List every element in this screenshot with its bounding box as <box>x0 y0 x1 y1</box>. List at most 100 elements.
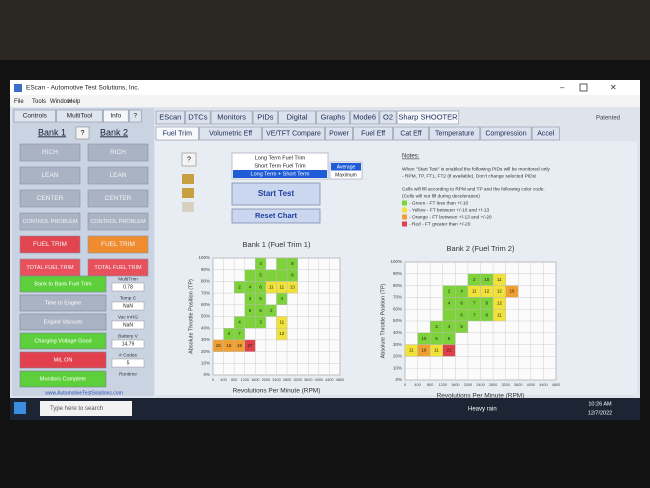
subtabs-tab-label[interactable]: VE/TFT Compare <box>266 130 321 137</box>
left-tab-label[interactable]: MultiTool <box>67 113 93 120</box>
subtabs-tab-label[interactable]: Compression <box>485 130 526 137</box>
x-tick-label: 4000 <box>527 383 535 387</box>
legend-swatch <box>402 214 407 220</box>
cell-value: 6 <box>460 312 463 317</box>
status-label[interactable]: Time to Engine <box>45 300 82 306</box>
status-label[interactable]: Charging Voltage Good <box>34 338 91 344</box>
tabs-tab-label[interactable]: Graphs <box>321 112 346 121</box>
tabs-tab-label[interactable]: Digital <box>287 112 308 121</box>
left-tab[interactable] <box>56 109 103 123</box>
subtabs-tab[interactable] <box>325 126 354 141</box>
left-tab-label[interactable]: ? <box>133 113 137 120</box>
start-test-label[interactable]: Start Test <box>258 189 295 198</box>
mode-option[interactable]: Long Term Fuel Trim <box>255 155 306 161</box>
subtabs-tab[interactable] <box>199 126 262 141</box>
bank1-header: Bank 1 <box>38 127 66 137</box>
tabs-tab[interactable] <box>210 110 253 125</box>
left-tab-label[interactable]: Info <box>110 113 121 120</box>
tabs-tab-label[interactable]: PIDs <box>257 112 274 121</box>
start-test-button[interactable] <box>231 182 321 206</box>
cell-value: 2 <box>473 277 476 282</box>
status-label[interactable]: Bank to Bank Fuel Trim <box>34 281 92 287</box>
y-axis-label: Absolute Throttle Position (TP) <box>188 279 194 354</box>
legend-swatch <box>402 221 407 227</box>
left-tab[interactable] <box>13 109 56 123</box>
x-tick-label: 2400 <box>272 378 280 382</box>
help-label[interactable]: ? <box>81 130 85 137</box>
status-value: 5 <box>127 360 130 366</box>
subtabs-tab-label[interactable]: Cat Eff <box>400 130 421 137</box>
status-button[interactable] <box>19 370 107 388</box>
stat-selected <box>331 163 361 171</box>
mode-option[interactable]: Short Term Fuel Trim <box>254 163 306 169</box>
bank2-header: Bank 2 <box>100 127 128 137</box>
subtabs-tab[interactable] <box>393 126 429 141</box>
menu-item[interactable]: Window <box>50 99 72 105</box>
search-placeholder[interactable]: Type here to search <box>50 406 103 412</box>
help-button[interactable] <box>75 126 90 140</box>
y-tick-label: 50% <box>201 314 210 319</box>
website-link[interactable]: www.AutomotiveTestSolutions.com <box>45 390 123 396</box>
tabs-tab-label[interactable]: DTCs <box>188 112 207 121</box>
status-button[interactable] <box>19 294 107 312</box>
menu-item[interactable]: Help <box>68 99 81 105</box>
subtabs-tab[interactable] <box>480 126 532 141</box>
reset-chart-label[interactable]: Reset Chart <box>255 211 298 220</box>
fuel-trim-help-button[interactable] <box>181 152 197 167</box>
status-label[interactable]: MIL ON <box>54 357 73 363</box>
close-button[interactable]: ✕ <box>610 83 617 92</box>
minimize-button[interactable]: – <box>560 83 565 92</box>
tabs-tab[interactable] <box>155 110 185 125</box>
tabs-tab[interactable] <box>185 110 211 125</box>
search-box[interactable] <box>40 401 132 416</box>
status-button[interactable] <box>19 332 107 350</box>
tabs-tab-label[interactable]: O2 <box>383 112 393 121</box>
tool-icon[interactable] <box>182 188 194 198</box>
subtabs-tab-label[interactable]: Temperature <box>435 130 474 137</box>
status-button[interactable] <box>19 351 107 369</box>
left-tab[interactable] <box>103 109 129 123</box>
subtabs-tab-label[interactable]: Fuel Trim <box>163 130 192 137</box>
menu-item[interactable]: Tools <box>32 99 46 105</box>
tabs-tab[interactable] <box>252 110 278 125</box>
status-label[interactable]: Monitors Complete <box>40 376 86 382</box>
tabs-tab[interactable] <box>278 110 316 125</box>
reset-chart-button[interactable] <box>231 208 321 224</box>
tabs-tab[interactable] <box>396 110 460 125</box>
stat-option[interactable]: Maximum <box>335 172 357 178</box>
subtabs-tab-label[interactable]: Volumetric Eff <box>209 130 252 137</box>
cell-value: 12 <box>497 289 503 294</box>
stat-option[interactable]: Average <box>337 164 356 170</box>
tabs-tab-label[interactable]: Mode6 <box>353 112 376 121</box>
menu-item[interactable]: File <box>14 99 24 105</box>
status-button[interactable] <box>19 275 107 293</box>
cell-value: 5 <box>435 336 438 341</box>
tabs-tab[interactable] <box>316 110 350 125</box>
start-button[interactable] <box>14 402 26 414</box>
tabs-tab-label[interactable]: Sharp SHOOTER <box>398 112 458 121</box>
tabs-tab[interactable] <box>349 110 380 125</box>
mode-option[interactable]: Long Term + Short Term <box>251 171 310 177</box>
subtabs-tab-label[interactable]: Accel <box>537 130 555 137</box>
tool-icon[interactable] <box>182 174 194 184</box>
tabs-tab-label[interactable]: EScan <box>159 112 181 121</box>
left-tab[interactable] <box>128 109 142 123</box>
subtabs-tab[interactable] <box>429 126 481 141</box>
tabs-tab-label[interactable]: Monitors <box>217 112 246 121</box>
left-tab-label[interactable]: Controls <box>23 113 48 120</box>
tool-icon[interactable] <box>182 202 194 212</box>
status-caption: Runtime <box>119 371 137 377</box>
subtabs-tab[interactable] <box>155 126 199 141</box>
maximize-button[interactable] <box>579 83 588 92</box>
tabs-tab[interactable] <box>379 110 397 125</box>
cell-value: 5 <box>259 273 262 278</box>
subtabs-tab[interactable] <box>531 126 560 141</box>
subtabs-tab-label[interactable]: Fuel Eff <box>361 130 385 137</box>
status-button[interactable] <box>19 313 107 331</box>
subtabs-tab-label[interactable]: Power <box>329 130 350 137</box>
subtabs-tab[interactable] <box>353 126 393 141</box>
fuel-trim-help-label[interactable]: ? <box>187 156 191 163</box>
legend-swatch <box>402 207 407 213</box>
status-label[interactable]: Engine Vacuum <box>44 319 83 325</box>
subtabs-tab[interactable] <box>262 126 325 141</box>
